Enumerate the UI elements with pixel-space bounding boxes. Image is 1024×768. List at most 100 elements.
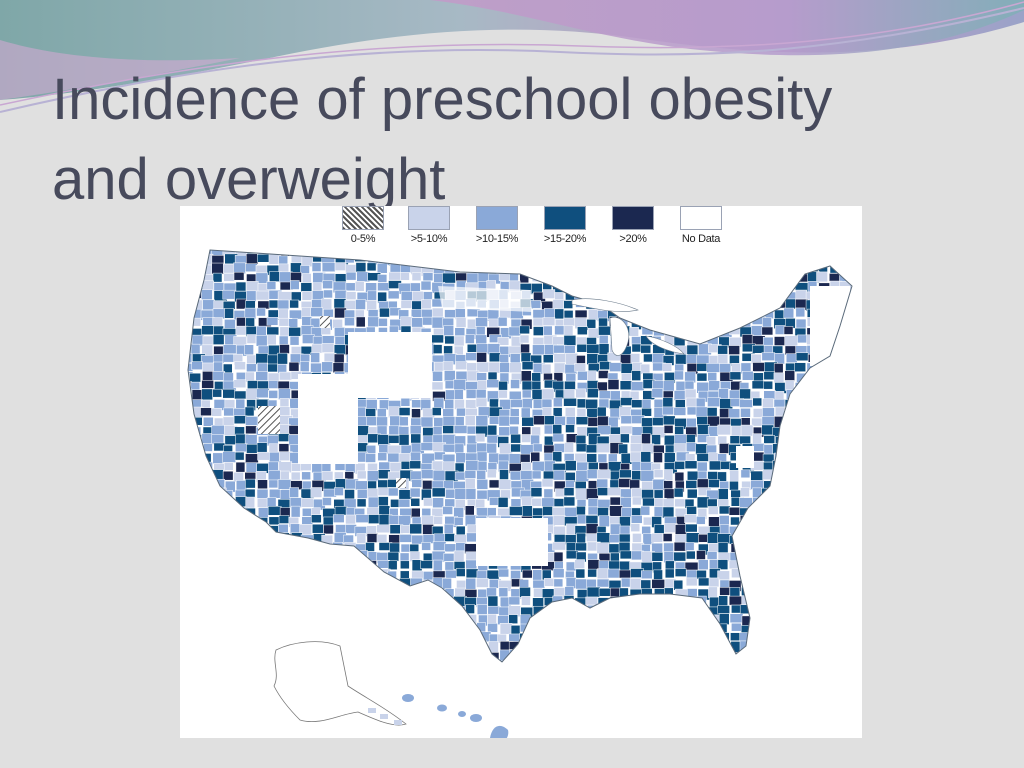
county-cell <box>598 272 610 284</box>
county-cell <box>222 470 234 481</box>
county-cell <box>653 524 665 534</box>
county-cell <box>629 271 642 284</box>
county-cell <box>398 407 411 416</box>
county-cell <box>585 623 596 635</box>
legend-item: 0-5% <box>330 206 396 245</box>
county-cell <box>201 633 213 643</box>
county-cell <box>818 632 830 644</box>
county-cell <box>587 327 600 339</box>
county-cell <box>519 649 533 661</box>
county-cell <box>784 443 795 453</box>
county-cell <box>553 469 566 481</box>
county-cell <box>211 578 223 590</box>
county-cell <box>752 604 765 615</box>
county-cell <box>223 596 234 608</box>
county-cell <box>189 317 201 327</box>
county-cell <box>685 532 700 543</box>
county-cell <box>817 444 831 457</box>
county-cell <box>662 250 674 257</box>
county-cell <box>244 595 257 608</box>
county-cell <box>467 262 477 273</box>
county-cell <box>654 250 664 256</box>
county-cell <box>829 579 842 589</box>
county-cell <box>266 543 277 553</box>
county-cell <box>188 424 192 435</box>
county-cell <box>565 352 578 365</box>
county-cell <box>850 318 852 329</box>
county-cell <box>443 604 456 615</box>
low-range-region-montana <box>320 316 330 328</box>
county-cell <box>641 408 652 417</box>
county-cell <box>642 633 653 643</box>
county-cell <box>257 632 268 642</box>
county-cell <box>234 390 247 400</box>
county-cell <box>695 397 706 408</box>
county-cell <box>819 641 832 653</box>
county-cell <box>663 301 676 313</box>
county-cell <box>774 624 788 634</box>
county-cell <box>717 542 729 554</box>
county-cell <box>818 479 831 488</box>
county-cell <box>409 250 420 257</box>
county-cell <box>211 255 225 264</box>
county-cell <box>542 641 557 654</box>
county-cell <box>445 488 456 499</box>
county-cell <box>607 254 618 263</box>
county-cell <box>806 470 820 480</box>
county-cell <box>675 624 687 636</box>
county-cell <box>409 460 422 470</box>
county-cell <box>849 461 852 472</box>
county-cell <box>607 631 622 641</box>
county-cell <box>289 596 303 606</box>
county-cell <box>794 362 806 372</box>
county-cell <box>188 262 189 275</box>
county-cell <box>707 397 721 407</box>
county-cell <box>662 273 673 286</box>
county-cell <box>741 560 751 573</box>
county-cell <box>784 616 794 628</box>
county-cell <box>236 317 246 327</box>
county-cell <box>189 372 201 383</box>
county-cell <box>829 451 841 461</box>
county-cell <box>686 344 699 356</box>
county-cell <box>432 426 443 436</box>
county-cell <box>840 345 852 357</box>
county-cell <box>531 426 541 437</box>
county-cell <box>233 379 247 388</box>
county-cell <box>840 250 852 256</box>
county-cell <box>498 587 509 598</box>
county-cell <box>355 568 368 577</box>
county-cell <box>840 496 852 509</box>
county-cell <box>279 542 291 551</box>
county-cell <box>443 255 456 266</box>
county-cell <box>641 399 652 409</box>
county-cell <box>775 436 787 445</box>
county-cell <box>609 362 622 372</box>
county-cell <box>246 363 257 373</box>
county-cell <box>312 523 324 534</box>
county-cell <box>301 291 313 301</box>
county-cell <box>255 624 269 635</box>
county-cell <box>662 498 675 508</box>
county-cell <box>772 559 782 570</box>
county-cell <box>783 524 798 537</box>
county-cell <box>673 551 687 562</box>
county-cell <box>355 606 369 616</box>
county-cell <box>730 273 744 286</box>
county-cell <box>761 424 774 436</box>
county-cell <box>609 289 622 301</box>
county-cell <box>785 488 797 497</box>
county-cell <box>521 370 532 382</box>
county-cell <box>795 318 807 329</box>
county-cell <box>257 560 271 571</box>
county-cell <box>202 597 215 608</box>
alaska-cell <box>380 714 388 719</box>
county-cell <box>707 372 717 382</box>
county-cell <box>354 480 368 491</box>
county-cell <box>188 290 191 299</box>
county-cell <box>202 280 214 292</box>
no-data-region-virginia <box>736 446 754 468</box>
county-cell <box>563 398 577 407</box>
county-cell <box>619 550 633 560</box>
county-cell <box>643 307 657 319</box>
